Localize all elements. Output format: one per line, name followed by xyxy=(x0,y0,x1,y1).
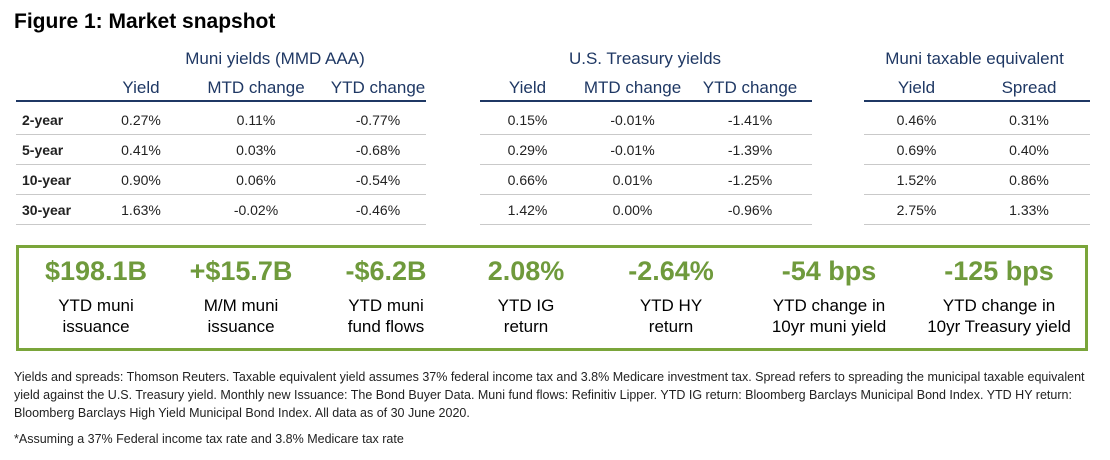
stat-label-line2: return xyxy=(648,317,694,336)
cell-taxable-yield: 1.52% xyxy=(896,172,937,188)
row-label: 10-year xyxy=(22,172,72,188)
group-title-taxable: Muni taxable equivalent xyxy=(885,49,1064,68)
cell-taxable-spread: 1.33% xyxy=(1009,202,1049,218)
table-row: 0.69% 0.40% xyxy=(864,135,1090,165)
stat-ig-return: 2.08% YTD IG return xyxy=(471,256,581,337)
stat-value: +$15.7B xyxy=(189,256,293,286)
sources-note: Yields and spreads: Thomson Reuters. Tax… xyxy=(14,370,1085,420)
cell-treasury-ytd: -1.41% xyxy=(727,112,773,128)
cell-taxable-spread: 0.31% xyxy=(1009,112,1049,128)
cell-muni-yield: 0.41% xyxy=(121,142,161,158)
cell-muni-ytd: -0.46% xyxy=(355,202,401,218)
stat-fund-flows: -$6.2B YTD muni fund flows xyxy=(321,256,451,337)
stat-value: 2.08% xyxy=(487,256,565,286)
cell-treasury-mtd: -0.01% xyxy=(610,112,655,128)
group-title-treasury: U.S. Treasury yields xyxy=(568,49,722,68)
table-row: 1.42% 0.00% -0.96% xyxy=(480,195,812,225)
cell-treasury-yield: 0.29% xyxy=(507,142,548,158)
cell-taxable-yield: 0.46% xyxy=(896,112,937,128)
cell-taxable-spread: 0.86% xyxy=(1009,172,1049,188)
cell-muni-yield: 0.27% xyxy=(121,112,161,128)
cell-treasury-mtd: 0.00% xyxy=(612,202,653,218)
stat-treasury-yield-change: -125 bps YTD change in 10yr Treasury yie… xyxy=(919,256,1079,337)
stat-label-line1: YTD HY xyxy=(639,296,703,315)
stat-value: -125 bps xyxy=(944,256,1054,286)
muni-header-row: Yield MTD change YTD change xyxy=(16,76,426,102)
stat-label-line1: YTD change in xyxy=(772,296,886,315)
table-row: 0.15% -0.01% -1.41% xyxy=(480,105,812,135)
stat-mm-issuance: +$15.7B M/M muni issuance xyxy=(171,256,311,337)
stat-value: -54 bps xyxy=(781,256,877,286)
cell-treasury-ytd: -1.25% xyxy=(727,172,773,188)
treasury-header-row: Yield MTD change YTD change xyxy=(480,76,812,102)
row-label: 2-year xyxy=(22,112,64,128)
cell-muni-ytd: -0.54% xyxy=(355,172,401,188)
col-header-taxable-yield: Yield xyxy=(897,78,936,97)
stat-label-line2: fund flows xyxy=(347,317,425,336)
stat-hy-return: -2.64% YTD HY return xyxy=(611,256,731,337)
cell-treasury-mtd: 0.01% xyxy=(612,172,653,188)
figure-title: Figure 1: Market snapshot xyxy=(14,10,276,33)
cell-muni-mtd: 0.03% xyxy=(236,142,276,158)
table-row: 2.75% 1.33% xyxy=(864,195,1090,225)
table-row: 1.52% 0.86% xyxy=(864,165,1090,195)
stat-label-line2: 10yr muni yield xyxy=(771,317,887,336)
stat-label-line2: 10yr Treasury yield xyxy=(927,317,1071,336)
table-row: 5-year 0.41% 0.03% -0.68% xyxy=(16,135,426,165)
cell-muni-yield: 1.63% xyxy=(121,202,161,218)
cell-muni-ytd: -0.77% xyxy=(355,112,401,128)
stat-label-line1: M/M muni xyxy=(203,296,279,315)
row-label: 30-year xyxy=(22,202,72,218)
stat-value: -$6.2B xyxy=(345,256,427,286)
stat-label-line2: return xyxy=(503,317,549,336)
cell-muni-ytd: -0.68% xyxy=(355,142,401,158)
stat-label-line1: YTD IG xyxy=(497,296,555,315)
table-row: 2-year 0.27% 0.11% -0.77% xyxy=(16,105,426,135)
stat-label-line2: issuance xyxy=(207,317,275,336)
cell-treasury-yield: 0.15% xyxy=(507,112,548,128)
stat-label-line1: YTD muni xyxy=(58,296,134,315)
table-row: 0.46% 0.31% xyxy=(864,105,1090,135)
cell-treasury-ytd: -1.39% xyxy=(727,142,773,158)
table-row: 0.66% 0.01% -1.25% xyxy=(480,165,812,195)
col-header-treasury-yield: Yield xyxy=(508,78,547,97)
cell-taxable-spread: 0.40% xyxy=(1009,142,1049,158)
col-header-muni-yield: Yield xyxy=(122,78,160,97)
stat-label-line2: issuance xyxy=(62,317,130,336)
row-label: 5-year xyxy=(22,142,64,158)
stat-label-line1: YTD change in xyxy=(942,296,1056,315)
cell-treasury-yield: 0.66% xyxy=(507,172,548,188)
stat-label-line1: YTD muni xyxy=(348,296,424,315)
cell-muni-mtd: 0.11% xyxy=(236,112,276,128)
table-row: 30-year 1.63% -0.02% -0.46% xyxy=(16,195,426,225)
table-row: 0.29% -0.01% -1.39% xyxy=(480,135,812,165)
footnote: *Assuming a 37% Federal income tax rate … xyxy=(14,432,404,446)
col-header-treasury-ytd: YTD change xyxy=(702,78,798,97)
stat-ytd-issuance: $198.1B YTD muni issuance xyxy=(31,256,161,337)
stat-value: -2.64% xyxy=(628,256,714,286)
cell-muni-yield: 0.90% xyxy=(121,172,161,188)
cell-taxable-yield: 2.75% xyxy=(896,202,937,218)
stat-muni-yield-change: -54 bps YTD change in 10yr muni yield xyxy=(754,256,904,337)
cell-treasury-ytd: -0.96% xyxy=(727,202,773,218)
col-header-muni-mtd: MTD change xyxy=(207,78,305,97)
cell-taxable-yield: 0.69% xyxy=(896,142,937,158)
table-row: 10-year 0.90% 0.06% -0.54% xyxy=(16,165,426,195)
col-header-muni-ytd: YTD change xyxy=(330,78,426,97)
group-title-muni: Muni yields (MMD AAA) xyxy=(185,49,365,68)
cell-treasury-yield: 1.42% xyxy=(507,202,548,218)
col-header-treasury-mtd: MTD change xyxy=(583,78,682,97)
taxable-header-row: Yield Spread xyxy=(864,76,1090,102)
col-header-taxable-spread: Spread xyxy=(1001,78,1057,97)
cell-muni-mtd: -0.02% xyxy=(233,202,279,218)
cell-treasury-mtd: -0.01% xyxy=(610,142,655,158)
cell-muni-mtd: 0.06% xyxy=(236,172,276,188)
stat-value: $198.1B xyxy=(44,256,148,286)
stats-box: $198.1B YTD muni issuance +$15.7B M/M mu… xyxy=(16,245,1088,351)
